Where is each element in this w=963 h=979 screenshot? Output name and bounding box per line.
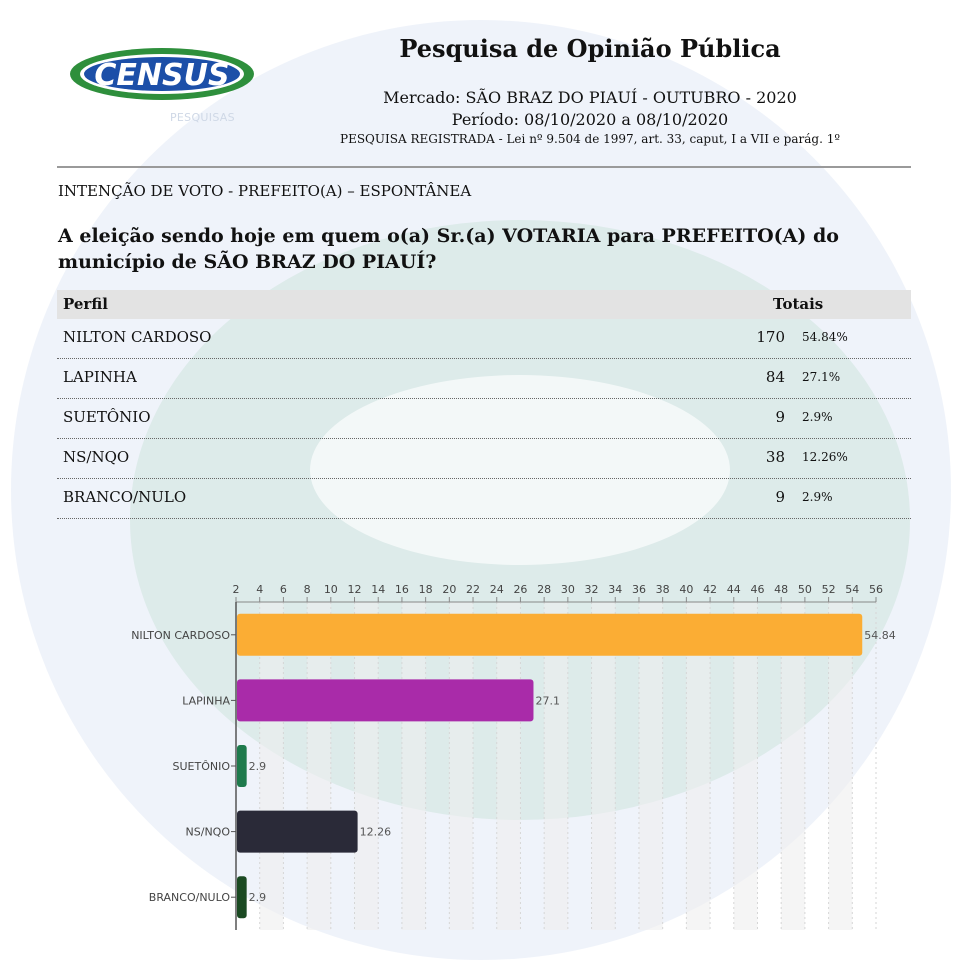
logo-text: CENSUS	[94, 58, 229, 93]
bar	[237, 745, 247, 787]
row-percent: 54.84%	[802, 330, 848, 344]
table-row: NS/NQO 38 12.26%	[57, 439, 911, 479]
x-tick-label: 56	[869, 583, 883, 596]
row-count: 170	[756, 328, 785, 346]
category-label: NS/NQO	[186, 826, 231, 839]
period-line: Período: 08/10/2020 a 08/10/2020	[451, 110, 729, 129]
category-label: LAPINHA	[182, 694, 230, 707]
bar	[237, 613, 863, 656]
table-row: SUETÔNIO 9 2.9%	[57, 399, 911, 439]
row-count: 9	[775, 408, 785, 426]
x-tick-label: 16	[395, 583, 409, 596]
row-percent: 27.1%	[802, 370, 841, 384]
grid-band	[686, 602, 711, 930]
x-tick-label: 24	[490, 583, 504, 596]
header-divider	[57, 166, 911, 168]
table-header: Perfil Totais	[57, 290, 911, 319]
x-tick-label: 20	[442, 583, 456, 596]
row-percent: 2.9%	[802, 410, 833, 424]
row-name: SUETÔNIO	[63, 408, 151, 426]
x-tick-label: 54	[845, 583, 859, 596]
data-label: 2.9	[249, 891, 267, 904]
x-tick-label: 6	[280, 583, 287, 596]
row-percent: 2.9%	[802, 490, 833, 504]
grid-band	[591, 602, 616, 930]
row-count: 38	[765, 448, 785, 466]
section-title: INTENÇÃO DE VOTO - PREFEITO(A) – ESPONTÂ…	[58, 182, 472, 200]
registration-line: PESQUISA REGISTRADA - Lei nº 9.504 de 19…	[340, 132, 840, 146]
x-tick-label: 32	[585, 583, 599, 596]
table-row: NILTON CARDOSO 170 54.84%	[57, 319, 911, 359]
x-tick-label: 34	[608, 583, 622, 596]
row-name: BRANCO/NULO	[63, 488, 187, 506]
results-table: NILTON CARDOSO 170 54.84% LAPINHA 84 27.…	[57, 319, 911, 519]
data-label: 54.84	[864, 629, 896, 642]
grid-band	[828, 602, 853, 930]
table-row: BRANCO/NULO 9 2.9%	[57, 479, 911, 519]
x-tick-label: 22	[466, 583, 480, 596]
category-label: BRANCO/NULO	[149, 891, 231, 904]
grid-band	[638, 602, 663, 930]
category-label: NILTON CARDOSO	[131, 629, 230, 642]
x-tick-label: 10	[324, 583, 338, 596]
x-tick-label: 52	[822, 583, 836, 596]
table-row: LAPINHA 84 27.1%	[57, 359, 911, 399]
header-totais: Totais	[773, 295, 824, 313]
row-name: LAPINHA	[63, 368, 137, 386]
x-tick-label: 48	[774, 583, 788, 596]
bar	[237, 679, 534, 722]
vote-bar-chart: 2 4 6 8 10 12 14 16 18 20 22 24 26 28 30 32 34 36 38 40 42 44…	[131, 583, 896, 930]
x-tick-label: 18	[419, 583, 433, 596]
x-tick-label: 12	[348, 583, 362, 596]
page-title: Pesquisa de Opinião Pública	[399, 34, 781, 63]
x-tick-label: 36	[632, 583, 646, 596]
x-tick-label: 40	[679, 583, 693, 596]
data-label: 12.26	[360, 826, 392, 839]
x-tick-label: 28	[537, 583, 551, 596]
data-label: 27.1	[535, 694, 560, 707]
x-tick-label: 26	[513, 583, 527, 596]
census-logo: CENSUS	[70, 48, 254, 100]
logo-subtitle: PESQUISAS	[170, 111, 235, 124]
x-tick-label: 8	[304, 583, 311, 596]
x-tick-label: 50	[798, 583, 812, 596]
grid-band	[733, 602, 758, 930]
grid-band	[544, 602, 568, 930]
header-perfil: Perfil	[63, 295, 108, 313]
x-tick-label: 14	[371, 583, 385, 596]
row-name: NS/NQO	[63, 448, 130, 466]
row-count: 9	[775, 488, 785, 506]
row-name: NILTON CARDOSO	[63, 328, 212, 346]
question-text: A eleição sendo hoje em quem o(a) Sr.(a)…	[58, 225, 839, 273]
x-tick-label: 42	[703, 583, 717, 596]
x-tick-label: 38	[656, 583, 670, 596]
row-count: 84	[765, 368, 785, 386]
row-percent: 12.26%	[802, 450, 848, 464]
x-tick-label: 44	[727, 583, 741, 596]
data-label: 2.9	[249, 760, 267, 773]
x-tick-label: 30	[561, 583, 575, 596]
x-tick-label: 2	[233, 583, 240, 596]
category-label: SUETÔNIO	[173, 760, 231, 773]
bar	[237, 876, 247, 919]
grid-band	[781, 602, 805, 930]
bar	[237, 810, 358, 853]
x-tick-label: 46	[750, 583, 764, 596]
x-tick-label: 4	[256, 583, 263, 596]
market-line: Mercado: SÃO BRAZ DO PIAUÍ - OUTUBRO - 2…	[383, 88, 797, 107]
